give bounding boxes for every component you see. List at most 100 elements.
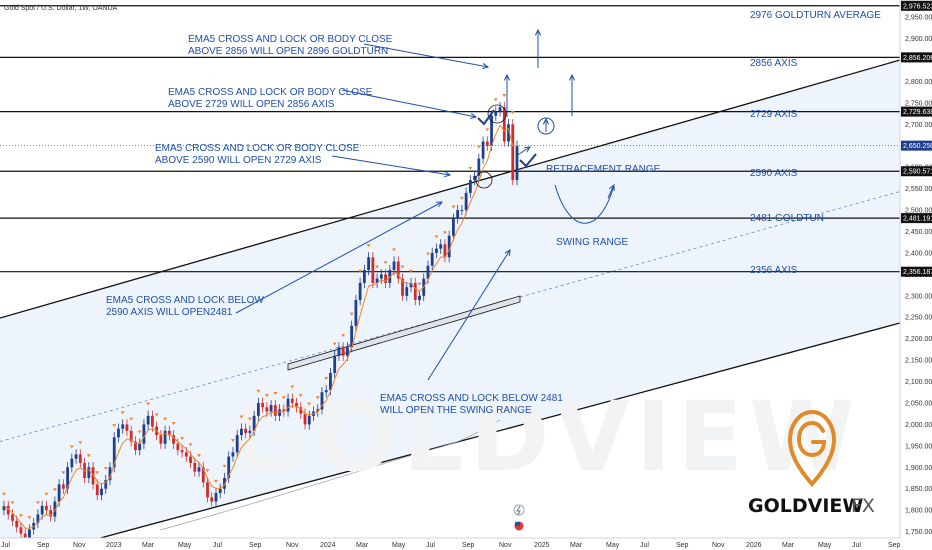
lightning-event-icon[interactable] bbox=[513, 504, 525, 516]
price-tick-label: 1,750.000 bbox=[905, 529, 932, 536]
g-letter-icon bbox=[796, 420, 827, 458]
candle-body bbox=[367, 257, 371, 271]
fractal-marker-icon bbox=[375, 265, 380, 269]
time-tick-label: May bbox=[606, 542, 620, 549]
candle-body bbox=[235, 435, 239, 453]
candle-body bbox=[409, 282, 413, 288]
arrow-head-icon bbox=[568, 73, 576, 81]
level-price-tag bbox=[901, 266, 932, 277]
candle-body bbox=[384, 274, 387, 283]
candle-body bbox=[159, 435, 163, 444]
candle-body bbox=[443, 244, 447, 258]
price-tick-label: 2,450.000 bbox=[905, 229, 932, 236]
candle-body bbox=[91, 467, 95, 485]
candle-body bbox=[66, 467, 69, 489]
time-tick-label: 2025 bbox=[534, 542, 550, 549]
candle-body bbox=[261, 402, 265, 408]
top-circle bbox=[487, 104, 507, 124]
candle-body bbox=[206, 482, 209, 498]
candle-body bbox=[324, 390, 328, 393]
candle-body bbox=[70, 458, 74, 468]
candle-body bbox=[333, 355, 337, 373]
candle-body bbox=[142, 424, 146, 444]
time-tick-label: Jul bbox=[213, 542, 222, 549]
candle-body bbox=[430, 252, 434, 266]
annotation-line: WILL OPEN THE SWING RANGE bbox=[380, 405, 532, 416]
candle-body bbox=[418, 295, 421, 301]
candle-body bbox=[452, 218, 455, 236]
candle-body bbox=[316, 409, 320, 412]
time-axis[interactable]: Jul Sep Nov 2023 Mar May Jul Sep Nov 2024 Mar May Ju… bbox=[0, 537, 901, 549]
fractal-marker-icon bbox=[213, 479, 218, 483]
annotation-arrow bbox=[341, 89, 477, 118]
candle-body bbox=[481, 141, 485, 159]
fractal-marker-icon bbox=[332, 342, 337, 346]
fractal-marker-icon bbox=[417, 282, 422, 286]
candle-body bbox=[282, 409, 286, 412]
candle-body bbox=[218, 488, 222, 493]
time-tick-label: Sep bbox=[37, 542, 50, 549]
candle-body bbox=[61, 484, 65, 489]
time-tick-label: Sep bbox=[249, 542, 262, 549]
candle-body bbox=[134, 441, 137, 451]
price-tick-label: 2,800.000 bbox=[905, 79, 932, 86]
fractal-marker-icon bbox=[442, 231, 447, 235]
fractal-marker-icon bbox=[95, 471, 100, 475]
fractal-marker-icon bbox=[18, 514, 23, 518]
candle-body bbox=[28, 529, 31, 538]
price-tick-label: 1,850.000 bbox=[905, 486, 932, 493]
price-tick-label: 2,250.000 bbox=[905, 315, 932, 322]
price-axis[interactable]: USD 1,750.0001,800.0001,850.0001,900.000… bbox=[899, 0, 932, 550]
time-tick-label: Mar bbox=[142, 542, 155, 549]
candle-body bbox=[468, 180, 472, 193]
candle-body bbox=[256, 402, 260, 416]
candle-body bbox=[265, 407, 269, 412]
candle-body bbox=[197, 467, 201, 472]
time-tick-label: Sep bbox=[676, 542, 689, 549]
fractal-marker-icon bbox=[341, 334, 346, 338]
candle-body bbox=[146, 415, 150, 425]
annotation-line: EMA5 CROSS AND LOCK OR BODY CLOSE bbox=[155, 143, 360, 154]
candle-body bbox=[341, 347, 345, 356]
fractal-marker-icon bbox=[154, 413, 159, 417]
fractal-marker-icon bbox=[86, 454, 91, 458]
fractal-marker-icon bbox=[476, 145, 481, 149]
annotation-line: EMA5 CROSS AND LOCK OR BODY CLOSE bbox=[168, 87, 373, 98]
candle-body bbox=[57, 484, 61, 502]
fractal-marker-icon bbox=[52, 488, 57, 492]
candle-body bbox=[320, 392, 324, 410]
time-tick-label: Nov bbox=[499, 542, 512, 549]
long-moving-average bbox=[159, 419, 501, 531]
candle-body bbox=[240, 428, 243, 436]
watermark-text: GOLDVIEW FX bbox=[230, 381, 932, 493]
channel-upper-line bbox=[0, 59, 900, 319]
annotation-2729: EMA5 CROSS AND LOCK OR BODY CLOSE ABOVE … bbox=[168, 87, 373, 110]
candle-body bbox=[231, 452, 235, 457]
candle-body bbox=[447, 235, 451, 258]
candle-body bbox=[53, 501, 57, 517]
candle-body bbox=[210, 497, 214, 502]
candle-body bbox=[214, 492, 218, 502]
price-tick-label: 1,950.000 bbox=[905, 443, 932, 450]
annotation-arrow bbox=[427, 249, 511, 381]
goldview-logo: GOLDVIEW FX bbox=[748, 409, 875, 517]
time-tick-label: Jul bbox=[426, 542, 435, 549]
candle-body bbox=[227, 456, 231, 478]
location-pin-icon bbox=[787, 409, 837, 488]
event-markers[interactable] bbox=[513, 504, 525, 532]
annotation-swing: EMA5 CROSS AND LOCK BELOW 2481 WILL OPEN… bbox=[380, 393, 563, 416]
fractal-marker-icon bbox=[163, 417, 168, 421]
candle-body bbox=[6, 505, 10, 515]
flag-canton-icon bbox=[515, 522, 520, 526]
fractal-marker-icon bbox=[120, 411, 125, 415]
level-label: 2590 AXIS bbox=[750, 168, 798, 179]
fractal-marker-icon bbox=[222, 464, 227, 468]
fractal-marker-icon bbox=[324, 376, 329, 380]
fractal-marker-icon bbox=[510, 111, 515, 115]
price-tick-label: 2,300.000 bbox=[905, 293, 932, 300]
fractal-marker-icon bbox=[146, 402, 151, 406]
time-tick-label: 2024 bbox=[320, 542, 336, 549]
annotation-line: EMA5 CROSS AND LOCK OR BODY CLOSE bbox=[188, 34, 393, 45]
candle-body bbox=[392, 261, 396, 271]
